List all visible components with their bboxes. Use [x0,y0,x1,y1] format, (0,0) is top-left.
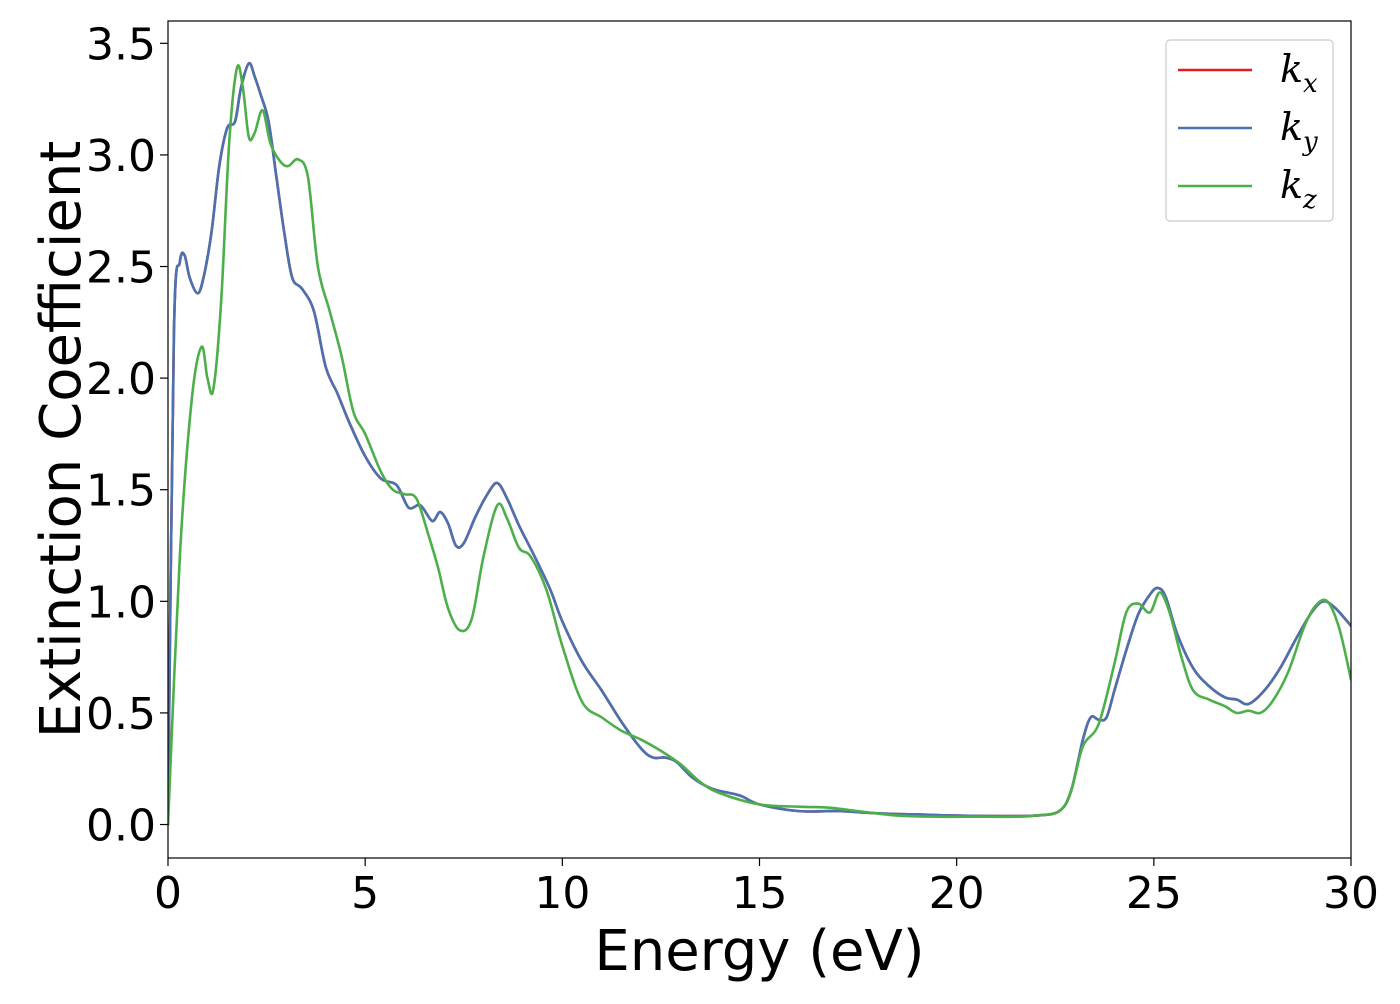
legend-box [1165,39,1334,222]
y-tick-label: 2.5 [86,243,156,294]
series-line-ky [168,61,1351,826]
y-tick-label: 2.0 [86,354,156,405]
x-tick-label: 25 [1126,868,1182,919]
y-tick-label: 3.0 [86,131,156,182]
y-axis-ticks: 0.0 0.5 1.0 1.5 2.0 2.5 3.0 3.5 [86,19,168,852]
x-tick-label: 15 [732,868,788,919]
y-tick-label: 1.5 [86,466,156,517]
x-tick-label: 30 [1323,868,1379,919]
x-tick-label: 20 [929,868,985,919]
x-axis-label: Energy (eV) [594,919,924,984]
y-tick-label: 3.5 [86,19,156,70]
series-layer [168,61,1351,826]
y-tick-label: 1.0 [86,577,156,628]
x-tick-label: 0 [154,868,182,919]
x-tick-label: 5 [351,868,379,919]
y-tick-label: 0.0 [86,801,156,852]
x-tick-label: 10 [534,868,590,919]
x-axis-ticks: 0 5 10 15 20 25 30 [154,858,1379,919]
y-tick-label: 0.5 [86,689,156,740]
y-axis-label: Extinction Coefficient [29,141,94,739]
series-line-kz [168,64,1351,826]
